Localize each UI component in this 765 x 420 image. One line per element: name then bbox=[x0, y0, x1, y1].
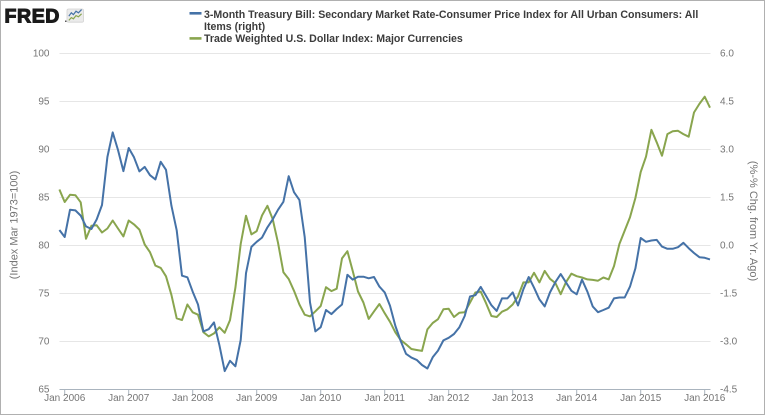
svg-text:75: 75 bbox=[38, 289, 50, 300]
svg-text:95: 95 bbox=[38, 97, 50, 108]
svg-text:1.5: 1.5 bbox=[720, 193, 734, 204]
svg-text:65: 65 bbox=[38, 385, 50, 396]
svg-text:3-Month Treasury Bill: Seconda: 3-Month Treasury Bill: Secondary Market … bbox=[204, 9, 698, 21]
svg-text:Jan 2016: Jan 2016 bbox=[684, 393, 726, 404]
svg-text:Jan 2011: Jan 2011 bbox=[364, 393, 405, 404]
svg-text:FRED: FRED bbox=[5, 5, 60, 27]
svg-text:Jan 2006: Jan 2006 bbox=[44, 393, 86, 404]
svg-text:6.0: 6.0 bbox=[720, 49, 734, 60]
svg-text:Jan 2014: Jan 2014 bbox=[556, 393, 598, 404]
svg-text:(Index Mar 1973=100): (Index Mar 1973=100) bbox=[9, 171, 21, 280]
svg-text:Items (right): Items (right) bbox=[204, 21, 265, 33]
svg-text:4.5: 4.5 bbox=[720, 97, 734, 108]
svg-text:-1.5: -1.5 bbox=[720, 289, 738, 300]
svg-text:0.0: 0.0 bbox=[720, 241, 734, 252]
svg-text:Jan 2007: Jan 2007 bbox=[108, 393, 150, 404]
svg-text:-3.0: -3.0 bbox=[720, 337, 738, 348]
svg-text:Trade Weighted U.S. Dollar Ind: Trade Weighted U.S. Dollar Index: Major … bbox=[204, 33, 463, 45]
svg-text:3.0: 3.0 bbox=[720, 145, 734, 156]
svg-text:Jan 2015: Jan 2015 bbox=[620, 393, 662, 404]
svg-text:Jan 2009: Jan 2009 bbox=[236, 393, 278, 404]
svg-text:Jan 2013: Jan 2013 bbox=[492, 393, 534, 404]
svg-text:Jan 2008: Jan 2008 bbox=[172, 393, 214, 404]
svg-text:(%-% Chg. from Yr. Ago): (%-% Chg. from Yr. Ago) bbox=[747, 161, 759, 281]
svg-text:100: 100 bbox=[33, 49, 50, 60]
svg-text:70: 70 bbox=[38, 337, 50, 348]
svg-text:Jan 2012: Jan 2012 bbox=[428, 393, 470, 404]
svg-text:85: 85 bbox=[38, 193, 50, 204]
svg-text:80: 80 bbox=[38, 241, 50, 252]
svg-text:90: 90 bbox=[38, 145, 50, 156]
svg-text:Jan 2010: Jan 2010 bbox=[300, 393, 342, 404]
svg-text:-4.5: -4.5 bbox=[720, 385, 738, 396]
